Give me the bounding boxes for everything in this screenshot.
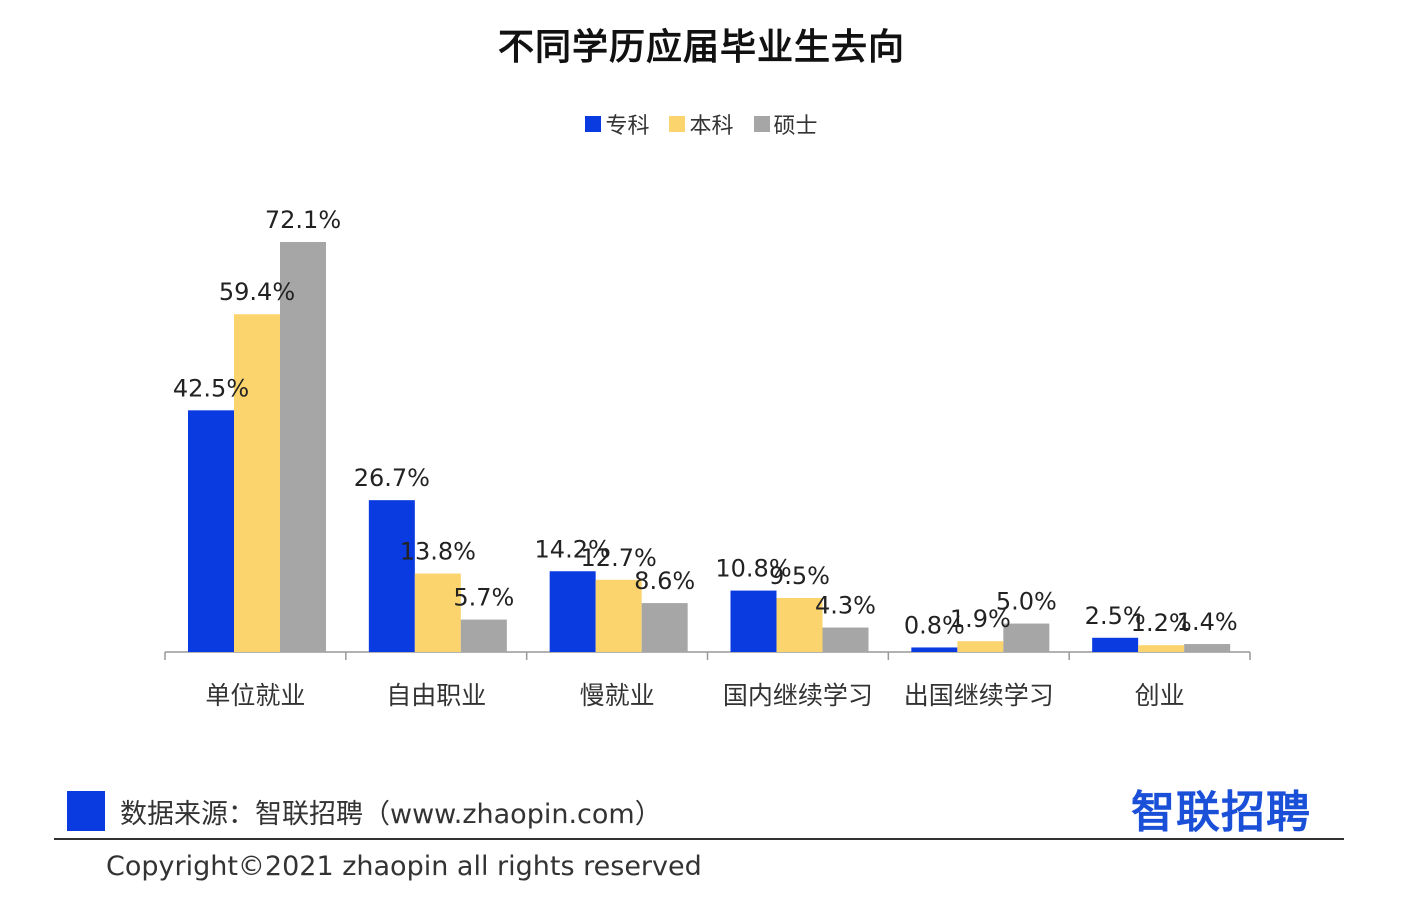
legend-item-shuoshi: 硕士 [753,108,818,140]
chart-legend: 专科 本科 硕士 [0,108,1403,140]
bar-benke [1138,645,1185,652]
chart-title: 不同学历应届毕业生去向 [497,27,905,68]
bar-shuoshi [460,619,507,652]
legend-label-benke: 本科 [689,114,734,139]
data-label: 72.1% [265,206,341,234]
bar-zhuanke [1092,637,1139,652]
bar-zhuanke [911,647,958,652]
legend-item-zhuanke: 专科 [585,108,649,140]
data-label: 8.6% [634,567,695,595]
bar-shuoshi [280,242,326,652]
bar-zhuanke [549,571,596,652]
data-label: 1.4% [1177,608,1238,636]
footer-source-text: 数据来源：智联招聘（www.zhaopin.com） [120,799,662,830]
footer-divider [54,838,1344,840]
data-label: 9.5% [769,562,830,590]
footer-source-marker [67,791,105,831]
data-label: 59.4% [219,278,295,306]
legend-swatch-benke [669,116,686,132]
data-label: 13.8% [400,538,476,566]
data-label: 12.7% [581,544,657,572]
brand-logo: 智联招聘 [1131,787,1311,838]
bar-benke [234,314,280,652]
bar-benke [776,597,823,652]
data-label: 1.9% [950,605,1011,633]
x-tick-label: 创业 [1135,681,1185,710]
bar-zhuanke [730,590,777,652]
x-tick-label: 国内继续学习 [723,681,873,710]
bar-shuoshi [822,627,869,652]
copyright-text: Copyright©2021 zhaopin all rights reserv… [106,851,702,882]
bar-zhuanke [368,500,415,652]
data-label: 26.7% [354,464,430,492]
legend-label-zhuanke: 专科 [605,114,650,139]
bar-shuoshi [1184,644,1231,652]
x-tick-label: 单位就业 [205,681,305,710]
legend-label-shuoshi: 硕士 [773,114,818,139]
x-tick-label: 出国继续学习 [904,681,1054,710]
bar-benke [595,579,642,652]
data-label: 1.2% [1131,609,1192,637]
bar-benke [414,573,461,652]
data-label: 0.8% [904,611,965,639]
bar-shuoshi [641,603,688,652]
x-tick-label: 自由职业 [386,681,486,710]
data-label: 42.5% [173,374,249,402]
x-tick-label: 慢就业 [580,681,655,710]
legend-item-benke: 本科 [669,108,734,140]
bar-benke [957,641,1004,652]
data-label: 4.3% [815,592,876,620]
data-label: 5.7% [453,584,514,612]
bar-shuoshi [1003,623,1050,652]
data-label: 10.8% [715,555,791,583]
legend-swatch-zhuanke [585,116,602,132]
bar-zhuanke [188,410,234,652]
data-label: 2.5% [1085,602,1146,630]
legend-swatch-shuoshi [753,116,770,132]
data-label: 14.2% [535,535,611,563]
data-label: 5.0% [996,588,1057,616]
